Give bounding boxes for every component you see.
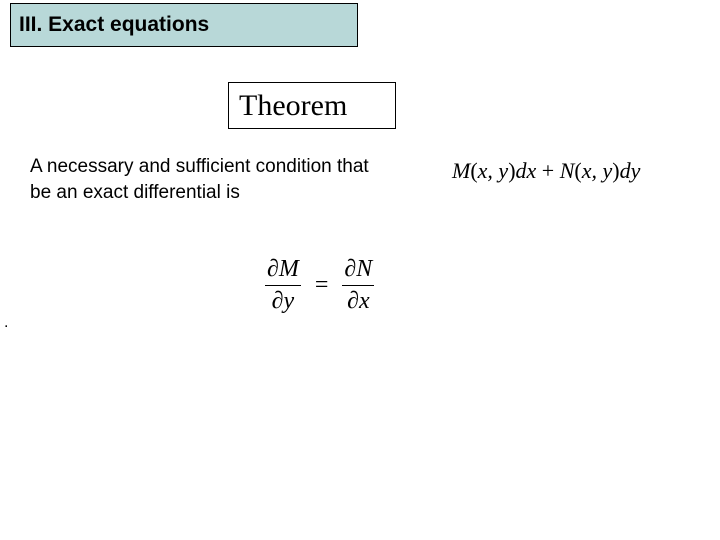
- partial-1: ∂: [267, 256, 279, 282]
- theorem-box: Theorem: [228, 82, 396, 129]
- section-header: III. Exact equations: [10, 3, 358, 47]
- stray-period: .: [4, 314, 8, 332]
- differential-expression: M(x, y)dx + N(x, y)dy: [452, 158, 640, 184]
- cond-N: N: [356, 256, 372, 282]
- expr-M: M: [452, 158, 470, 183]
- body-line-1: A necessary and sufficient condition tha…: [30, 156, 369, 177]
- cond-x: x: [359, 288, 370, 314]
- body-text: A necessary and sufficient condition tha…: [30, 154, 369, 205]
- exactness-condition: ∂M ∂y = ∂N ∂x: [265, 256, 374, 315]
- theorem-label: Theorem: [239, 89, 347, 123]
- expr-dy: dy: [620, 158, 641, 183]
- expr-args2: x, y: [582, 158, 613, 183]
- body-line-2: be an exact differential is: [30, 182, 240, 203]
- cond-M: M: [279, 256, 299, 282]
- stray-period-text: .: [4, 314, 8, 331]
- frac-right: ∂N ∂x: [342, 256, 374, 315]
- expr-plus: +: [542, 158, 554, 183]
- expr-args1: x, y: [478, 158, 509, 183]
- expr-dx: dx: [516, 158, 537, 183]
- expr-N: N: [560, 158, 575, 183]
- partial-2: ∂: [272, 288, 284, 314]
- equals-sign: =: [307, 272, 337, 299]
- frac-left: ∂M ∂y: [265, 256, 301, 315]
- section-header-text: III. Exact equations: [19, 13, 209, 37]
- partial-4: ∂: [347, 288, 359, 314]
- partial-3: ∂: [344, 256, 356, 282]
- cond-y: y: [284, 288, 295, 314]
